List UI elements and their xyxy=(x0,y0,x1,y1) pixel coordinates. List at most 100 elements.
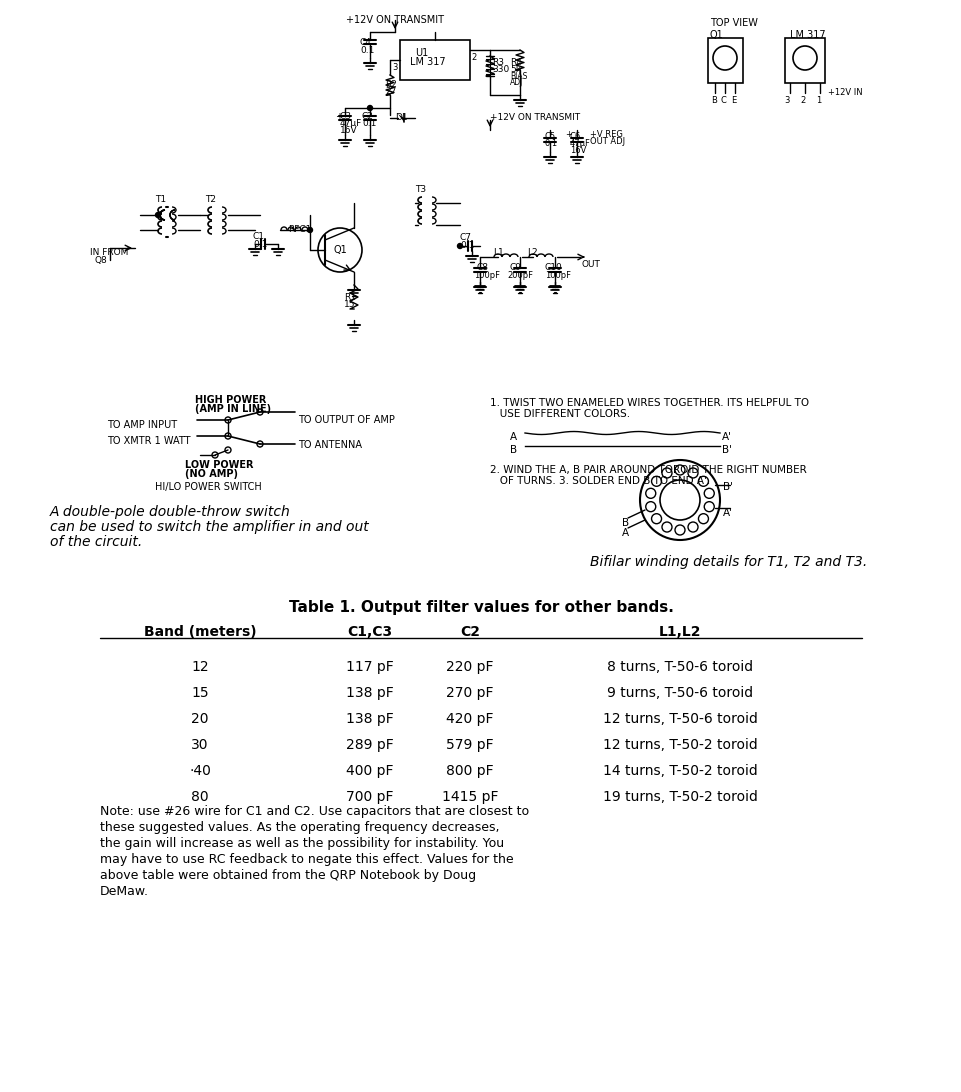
Text: 47µF: 47µF xyxy=(339,119,362,128)
Text: C7: C7 xyxy=(459,233,472,242)
Text: ADJ: ADJ xyxy=(509,78,523,87)
Circle shape xyxy=(645,501,655,512)
Circle shape xyxy=(225,417,231,423)
Text: E: E xyxy=(730,96,735,105)
Text: L2: L2 xyxy=(527,248,537,257)
Circle shape xyxy=(675,465,684,475)
Text: +: + xyxy=(564,130,571,139)
Text: these suggested values. As the operating frequency decreases,: these suggested values. As the operating… xyxy=(100,821,499,834)
Text: Band (meters): Band (meters) xyxy=(143,625,256,639)
Text: B: B xyxy=(622,518,628,529)
Text: 2: 2 xyxy=(800,96,804,105)
Text: U1: U1 xyxy=(414,48,428,58)
Circle shape xyxy=(703,488,713,498)
Text: USE DIFFERENT COLORS.: USE DIFFERENT COLORS. xyxy=(489,410,629,419)
Text: 100pF: 100pF xyxy=(474,271,500,280)
Circle shape xyxy=(257,410,262,415)
Text: OUT ADJ: OUT ADJ xyxy=(589,136,625,146)
Text: HIGH POWER: HIGH POWER xyxy=(195,395,266,405)
Text: 270 pF: 270 pF xyxy=(446,686,493,700)
Text: LM 317: LM 317 xyxy=(789,29,825,40)
Text: 0.1: 0.1 xyxy=(361,119,376,128)
Text: C: C xyxy=(720,96,727,105)
Text: 16V: 16V xyxy=(570,146,586,155)
Text: B': B' xyxy=(722,446,731,455)
Circle shape xyxy=(661,468,672,478)
Circle shape xyxy=(308,227,312,233)
Text: (AMP IN LINE): (AMP IN LINE) xyxy=(195,404,271,414)
Text: C9: C9 xyxy=(509,263,522,272)
Text: TO AMP INPUT: TO AMP INPUT xyxy=(107,420,177,430)
Text: RFC1: RFC1 xyxy=(287,225,311,234)
Circle shape xyxy=(211,452,218,458)
Text: C6: C6 xyxy=(570,132,580,141)
Circle shape xyxy=(225,447,231,453)
Text: C1,C3: C1,C3 xyxy=(347,625,392,639)
Circle shape xyxy=(225,434,231,439)
Text: +12V ON TRANSMIT: +12V ON TRANSMIT xyxy=(346,15,444,25)
Text: T1: T1 xyxy=(155,195,166,204)
Text: R4: R4 xyxy=(509,58,521,67)
Text: 12 turns, T-50-6 toroid: 12 turns, T-50-6 toroid xyxy=(602,712,756,726)
Text: 8 turns, T-50-6 toroid: 8 turns, T-50-6 toroid xyxy=(606,660,752,674)
Text: 3: 3 xyxy=(391,63,397,72)
Text: C4: C4 xyxy=(359,38,372,47)
Text: 47µF: 47µF xyxy=(570,139,590,149)
Text: Q8: Q8 xyxy=(95,256,108,265)
Text: 200pF: 200pF xyxy=(506,271,532,280)
Text: A: A xyxy=(622,529,628,538)
Text: 30: 30 xyxy=(191,738,209,752)
Text: 5k: 5k xyxy=(509,66,521,74)
Text: 0.1: 0.1 xyxy=(253,240,267,249)
Text: A: A xyxy=(509,432,517,442)
Text: TO OUTPUT OF AMP: TO OUTPUT OF AMP xyxy=(298,415,394,425)
Text: +: + xyxy=(334,112,343,122)
Text: +12V IN: +12V IN xyxy=(827,88,862,97)
Text: BIAS: BIAS xyxy=(509,72,527,81)
Text: the gain will increase as well as the possibility for instability. You: the gain will increase as well as the po… xyxy=(100,836,504,850)
Circle shape xyxy=(257,441,262,447)
Text: A double-pole double-throw switch: A double-pole double-throw switch xyxy=(50,505,290,519)
Text: Q1: Q1 xyxy=(333,245,347,256)
Text: T2: T2 xyxy=(205,195,216,204)
Text: HI/LO POWER SWITCH: HI/LO POWER SWITCH xyxy=(155,482,261,492)
Text: LM 317: LM 317 xyxy=(409,57,445,67)
Text: 0.1: 0.1 xyxy=(459,241,474,250)
Text: 330: 330 xyxy=(491,66,508,74)
Text: 117 pF: 117 pF xyxy=(346,660,393,674)
Text: 16V: 16V xyxy=(339,126,357,135)
Text: LOW POWER: LOW POWER xyxy=(185,460,254,470)
Text: TO XMTR 1 WATT: TO XMTR 1 WATT xyxy=(107,436,190,446)
Text: +V REG: +V REG xyxy=(589,130,622,139)
Text: DeMaw.: DeMaw. xyxy=(100,885,149,898)
Text: 14 turns, T-50-2 toroid: 14 turns, T-50-2 toroid xyxy=(602,764,756,778)
Text: A': A' xyxy=(722,432,731,442)
Circle shape xyxy=(675,525,684,535)
Text: 1: 1 xyxy=(815,96,821,105)
Text: 27: 27 xyxy=(384,87,396,96)
Circle shape xyxy=(225,417,231,423)
Text: 15: 15 xyxy=(191,686,209,700)
Text: B: B xyxy=(509,446,517,455)
Text: Q1: Q1 xyxy=(709,29,723,40)
Circle shape xyxy=(687,468,698,478)
Text: C2: C2 xyxy=(459,625,480,639)
Text: 1415 pF: 1415 pF xyxy=(441,790,498,804)
Text: R1: R1 xyxy=(344,293,356,302)
Text: 1. TWIST TWO ENAMELED WIRES TOGETHER. ITS HELPFUL TO: 1. TWIST TWO ENAMELED WIRES TOGETHER. IT… xyxy=(489,397,808,408)
Text: 138 pF: 138 pF xyxy=(346,712,393,726)
Circle shape xyxy=(367,106,372,110)
Circle shape xyxy=(698,476,707,486)
Text: (NO AMP): (NO AMP) xyxy=(185,468,237,479)
Text: 420 pF: 420 pF xyxy=(446,712,493,726)
Text: 800 pF: 800 pF xyxy=(446,764,493,778)
Bar xyxy=(158,200,187,240)
Polygon shape xyxy=(398,114,404,122)
Text: 12 turns, T-50-2 toroid: 12 turns, T-50-2 toroid xyxy=(602,738,756,752)
Text: C5: C5 xyxy=(545,132,555,141)
Text: L1,L2: L1,L2 xyxy=(658,625,701,639)
Text: L1: L1 xyxy=(492,248,504,257)
Text: 3: 3 xyxy=(783,96,789,105)
Text: can be used to switch the amplifier in and out: can be used to switch the amplifier in a… xyxy=(50,520,368,534)
Bar xyxy=(784,38,825,83)
